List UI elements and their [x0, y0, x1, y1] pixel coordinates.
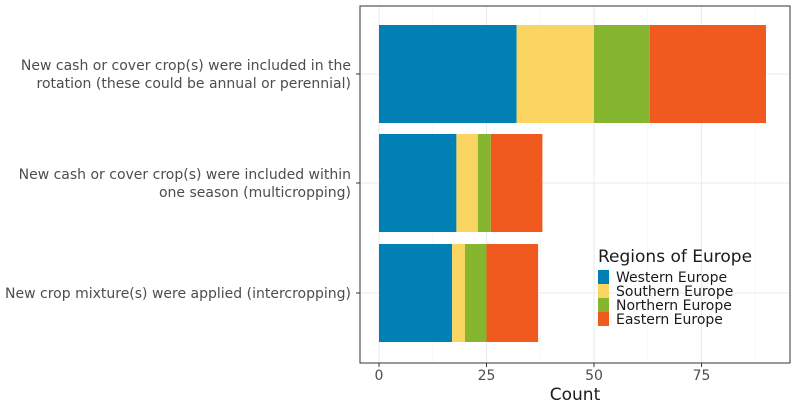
bar-northern-europe-0	[594, 25, 650, 123]
x-tick-label: 50	[585, 368, 603, 384]
legend-label: Southern Europe	[616, 284, 733, 300]
bar-northern-europe-1	[477, 134, 491, 232]
legend-swatch-eastern-europe	[598, 312, 609, 326]
x-tick-label: 25	[478, 368, 496, 384]
bar-southern-europe-2	[452, 244, 465, 342]
category-label: New crop mixture(s) were applied (interc…	[5, 286, 351, 302]
bar-southern-europe-0	[516, 25, 594, 123]
legend: Regions of Europe Western EuropeSouthern…	[598, 247, 752, 328]
category-label: rotation (these could be annual or peren…	[37, 76, 351, 92]
x-axis-title: Count	[550, 385, 601, 405]
bar-northern-europe-2	[465, 244, 487, 342]
legend-swatch-southern-europe	[598, 284, 609, 298]
bar-western-europe-2	[379, 244, 453, 342]
legend-swatch-northern-europe	[598, 298, 609, 312]
legend-title: Regions of Europe	[598, 247, 752, 267]
category-label: New cash or cover crop(s) were included …	[19, 167, 351, 183]
bar-southern-europe-1	[456, 134, 478, 232]
bar-western-europe-1	[379, 134, 457, 232]
category-labels: New cash or cover crop(s) were included …	[5, 58, 360, 302]
bar-eastern-europe-1	[490, 134, 543, 232]
bar-eastern-europe-2	[486, 244, 539, 342]
category-label: New cash or cover crop(s) were included …	[21, 58, 351, 74]
bar-eastern-europe-0	[649, 25, 766, 123]
x-tick-label: 0	[375, 368, 384, 384]
plot-panel-border	[359, 5, 791, 364]
category-label: one season (multicropping)	[159, 185, 351, 201]
bars	[379, 25, 766, 342]
x-axis-ticks: 0 25 50 75	[375, 363, 711, 384]
legend-label: Western Europe	[616, 270, 727, 286]
legend-label: Northern Europe	[616, 298, 732, 314]
legend-label: Eastern Europe	[616, 312, 723, 328]
bar-western-europe-0	[379, 25, 517, 123]
legend-swatch-western-europe	[598, 270, 609, 284]
x-tick-label: 75	[693, 368, 711, 384]
